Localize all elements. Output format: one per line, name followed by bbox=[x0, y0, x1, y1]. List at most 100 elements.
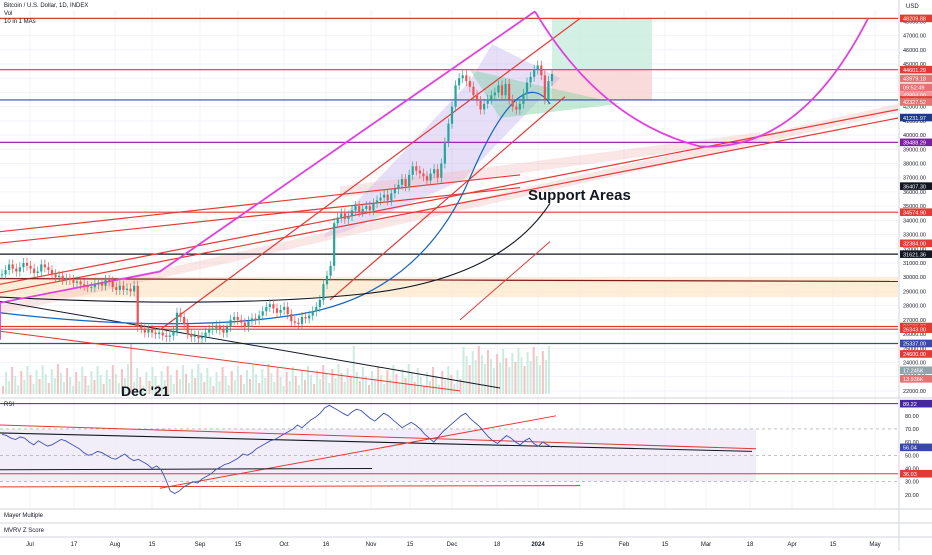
mas-legend[interactable]: 10 in 1 MAs bbox=[4, 19, 36, 25]
price-label: 26343.00 bbox=[903, 327, 926, 333]
volume-bar bbox=[364, 376, 367, 394]
volume-bar bbox=[483, 364, 486, 394]
candle bbox=[200, 336, 204, 339]
volume-bar bbox=[130, 343, 133, 394]
y-tick-label: 46000.00 bbox=[903, 48, 926, 54]
volume-bar bbox=[133, 382, 136, 394]
candle bbox=[336, 217, 339, 224]
candle bbox=[490, 95, 493, 100]
candle bbox=[125, 288, 129, 290]
volume-bar bbox=[63, 382, 65, 394]
volume-bar bbox=[29, 375, 32, 394]
candle bbox=[18, 267, 21, 272]
candle bbox=[543, 75, 546, 100]
mvrv-pane-label[interactable]: MVRV Z Score bbox=[4, 528, 44, 534]
volume-bar bbox=[185, 374, 187, 394]
trendline bbox=[0, 187, 521, 244]
candle bbox=[175, 312, 179, 332]
volume-bar bbox=[410, 373, 413, 394]
volume-legend[interactable]: Vol bbox=[4, 11, 13, 17]
candle bbox=[508, 83, 511, 100]
volume-bar bbox=[81, 367, 84, 394]
candle bbox=[47, 267, 50, 271]
candle bbox=[311, 311, 314, 316]
volume-bar bbox=[93, 380, 96, 394]
candle bbox=[547, 81, 550, 100]
trendline bbox=[0, 117, 899, 294]
candle bbox=[393, 189, 396, 194]
volume-bar bbox=[75, 372, 78, 394]
drawings-layer bbox=[0, 10, 899, 392]
volume-bar bbox=[435, 376, 438, 394]
volume-bar bbox=[392, 365, 395, 394]
candle bbox=[450, 106, 454, 124]
volume-bar bbox=[59, 373, 62, 394]
candle bbox=[225, 326, 229, 333]
rsi-pane-label[interactable]: RSI bbox=[4, 402, 15, 408]
candle bbox=[375, 200, 379, 204]
candle bbox=[515, 106, 518, 110]
volume-bar bbox=[532, 347, 535, 394]
price-label: 25337.00 bbox=[903, 342, 926, 348]
candle bbox=[483, 103, 486, 110]
volume-bar bbox=[53, 378, 56, 394]
candle bbox=[143, 328, 146, 333]
candle bbox=[479, 100, 482, 110]
candle bbox=[65, 278, 68, 281]
candle bbox=[304, 316, 307, 319]
mayer-pane-label[interactable]: Mayer Multiple bbox=[4, 513, 44, 519]
rsi-price-label-bg bbox=[900, 469, 932, 478]
moving-average-black bbox=[0, 202, 551, 303]
candle bbox=[229, 319, 232, 327]
rsi-price-label-bg bbox=[900, 399, 932, 408]
candle bbox=[272, 304, 275, 309]
volume-bar bbox=[313, 384, 316, 394]
volume-bar bbox=[261, 369, 264, 394]
rsi-tick-label: 30.00 bbox=[905, 480, 919, 486]
candle bbox=[254, 318, 257, 320]
volume-bar bbox=[148, 381, 151, 394]
volume-bar bbox=[218, 381, 221, 394]
symbol-title[interactable]: Bitcoin / U.S. Dollar, 1D, INDEX bbox=[4, 3, 89, 9]
volume-bar bbox=[480, 355, 483, 394]
candle bbox=[11, 264, 14, 269]
candle bbox=[208, 329, 211, 333]
volume-bar bbox=[227, 385, 230, 394]
trendline bbox=[159, 18, 581, 331]
candle bbox=[404, 179, 407, 187]
x-tick-label: 15 bbox=[577, 542, 584, 548]
rsi-trendline bbox=[159, 415, 557, 489]
candle bbox=[190, 334, 193, 337]
candle bbox=[61, 275, 64, 281]
price-label-bg bbox=[900, 350, 932, 358]
volume-bar bbox=[169, 375, 172, 394]
volume-bar bbox=[291, 367, 294, 394]
y-tick-label: 30000.00 bbox=[903, 275, 926, 281]
volume-bar bbox=[230, 371, 233, 394]
long-position-target bbox=[552, 18, 652, 70]
candle bbox=[550, 73, 554, 82]
volume-bar bbox=[200, 373, 203, 394]
trendline bbox=[0, 300, 501, 389]
volume-bar bbox=[8, 381, 11, 394]
volume-bar bbox=[160, 371, 163, 394]
candle bbox=[40, 264, 43, 272]
candle bbox=[165, 335, 168, 337]
volume-bar bbox=[194, 378, 197, 394]
volume-bar bbox=[407, 364, 410, 394]
volume-bar bbox=[471, 351, 474, 394]
candle bbox=[415, 166, 418, 171]
candle bbox=[472, 86, 475, 96]
volume-bar bbox=[139, 377, 142, 394]
candle bbox=[286, 307, 289, 315]
y-tick-label: 42000.00 bbox=[903, 105, 926, 111]
price-label-bg bbox=[900, 208, 932, 216]
candle bbox=[193, 335, 196, 337]
volume-bar bbox=[334, 378, 337, 394]
candle bbox=[522, 93, 525, 104]
rsi-trendline bbox=[0, 485, 581, 488]
candle bbox=[54, 274, 57, 278]
volume-bar bbox=[328, 383, 331, 394]
rsi-tick-label: 20.00 bbox=[905, 493, 919, 499]
